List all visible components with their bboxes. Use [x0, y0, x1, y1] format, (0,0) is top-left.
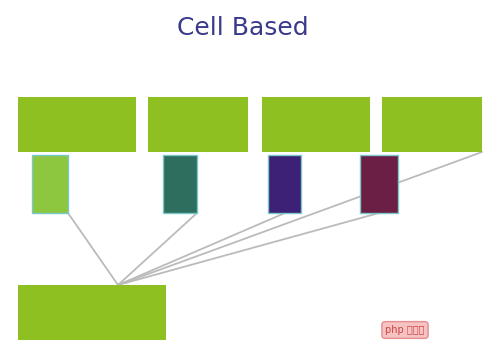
Bar: [148, 97, 247, 152]
Bar: [163, 155, 197, 213]
Text: php 中文网: php 中文网: [384, 325, 424, 335]
Text: Cell Based: Cell Based: [176, 16, 308, 40]
Bar: [261, 97, 369, 152]
Bar: [359, 155, 397, 213]
Bar: [32, 155, 68, 213]
Bar: [381, 97, 481, 152]
Bar: [18, 97, 136, 152]
Bar: [18, 285, 166, 340]
Bar: [268, 155, 301, 213]
